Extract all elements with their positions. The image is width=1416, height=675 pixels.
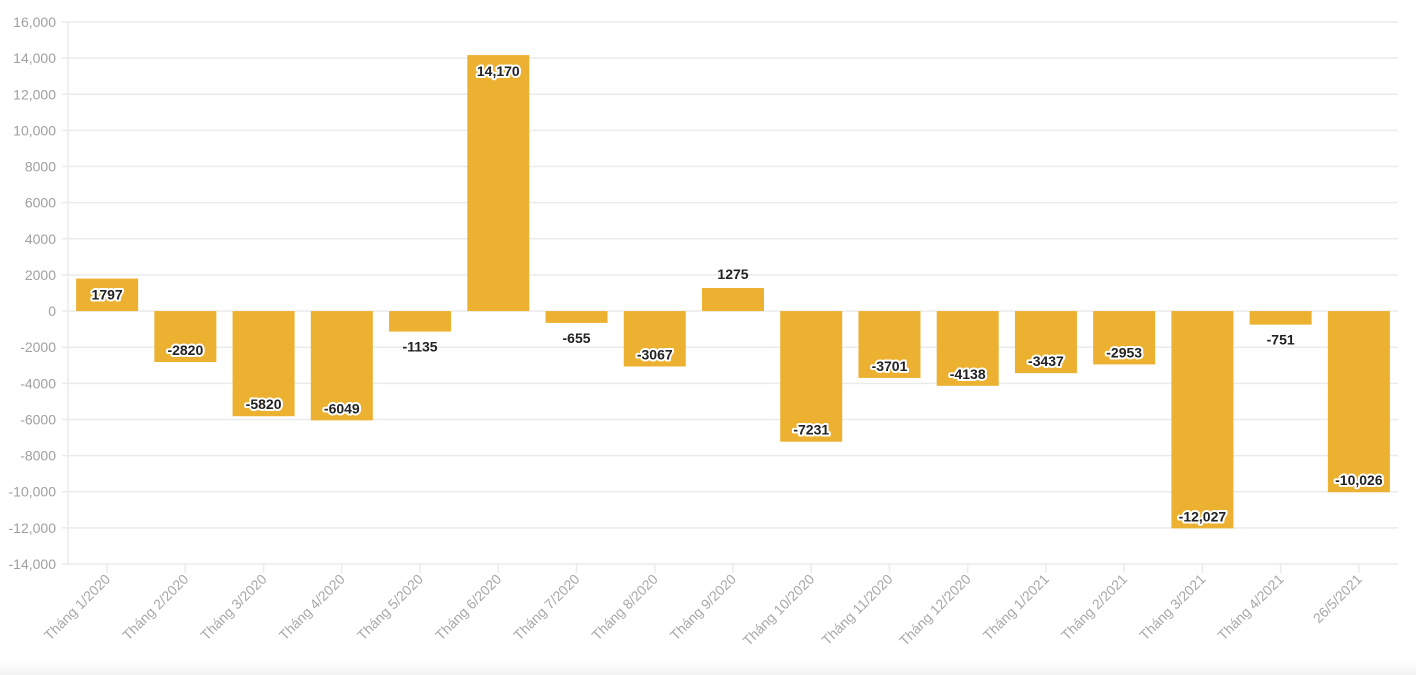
- bar: [232, 311, 295, 417]
- y-tick-label: -8000: [20, 448, 56, 464]
- y-tick-label: 12,000: [13, 86, 56, 102]
- x-tick-label: Tháng 6/2020: [432, 571, 505, 644]
- bar: [1014, 311, 1077, 374]
- bar: [936, 311, 999, 386]
- data-label: -1135: [403, 339, 438, 355]
- data-label: -751: [1267, 332, 1295, 348]
- data-label: -3437: [1028, 353, 1064, 369]
- bar: [1249, 311, 1312, 325]
- y-tick-label: 10,000: [13, 122, 56, 138]
- data-label: -4138: [950, 366, 986, 382]
- x-tick-label: Tháng 7/2020: [510, 571, 583, 644]
- data-label: -10,026: [1335, 472, 1383, 488]
- y-tick-label: 16,000: [13, 14, 56, 30]
- bar: [467, 55, 530, 312]
- x-tick-label: Tháng 1/2020: [41, 571, 114, 644]
- x-tick-label: Tháng 4/2021: [1214, 571, 1287, 644]
- bar: [76, 278, 139, 312]
- data-label: -6049: [324, 400, 360, 416]
- y-tick-label: 14,000: [13, 50, 56, 66]
- y-tick-label: 8000: [25, 159, 56, 175]
- data-label: 1275: [717, 266, 748, 282]
- y-tick-label: 0: [48, 303, 56, 319]
- data-label: -2953: [1106, 344, 1142, 360]
- data-label: 1797: [92, 287, 123, 303]
- x-tick-label: 26/5/2021: [1310, 571, 1366, 627]
- y-tick-label: -4000: [20, 375, 56, 391]
- x-tick-label: Tháng 2/2021: [1058, 571, 1131, 644]
- data-label: -7231: [793, 422, 829, 438]
- x-tick-label: Tháng 3/2021: [1136, 571, 1209, 644]
- bar: [780, 311, 843, 442]
- bottom-shadow: [0, 661, 1416, 675]
- data-label: -3067: [637, 346, 673, 362]
- bar: [310, 311, 373, 421]
- x-tick-label: Tháng 12/2020: [896, 571, 974, 649]
- x-tick-label: Tháng 10/2020: [739, 571, 817, 649]
- bar: [545, 311, 608, 323]
- x-tick-label: Tháng 2/2020: [119, 571, 192, 644]
- bar: [858, 311, 921, 378]
- data-label: -12,027: [1179, 508, 1227, 524]
- bar: [702, 288, 764, 312]
- bar: [1171, 311, 1234, 529]
- data-label: 14,170: [477, 63, 520, 79]
- y-tick-label: -12,000: [9, 520, 57, 536]
- x-tick-label: Tháng 5/2020: [354, 571, 427, 644]
- y-tick-label: 2000: [25, 267, 56, 283]
- y-tick-label: -10,000: [9, 484, 57, 500]
- x-tick-label: Tháng 4/2020: [276, 571, 349, 644]
- y-tick-label: 6000: [25, 195, 56, 211]
- data-label: -655: [563, 330, 591, 346]
- data-label: -3701: [872, 358, 908, 374]
- y-tick-label: 4000: [25, 231, 56, 247]
- x-tick-label: Tháng 11/2020: [818, 571, 895, 648]
- data-label: -5820: [246, 396, 282, 412]
- y-tick-label: -6000: [20, 411, 56, 427]
- y-tick-label: -2000: [20, 339, 56, 355]
- x-tick-label: Tháng 3/2020: [197, 571, 270, 644]
- x-tick-label: Tháng 8/2020: [588, 571, 661, 644]
- data-label: -2820: [167, 342, 203, 358]
- bar: [389, 311, 452, 332]
- y-tick-label: -14,000: [9, 556, 57, 572]
- bar: [623, 311, 686, 367]
- bar: [154, 311, 217, 363]
- x-tick-label: Tháng 1/2021: [980, 571, 1053, 644]
- bar: [1093, 311, 1156, 365]
- bar: [1327, 311, 1390, 493]
- x-tick-label: Tháng 9/2020: [667, 571, 740, 644]
